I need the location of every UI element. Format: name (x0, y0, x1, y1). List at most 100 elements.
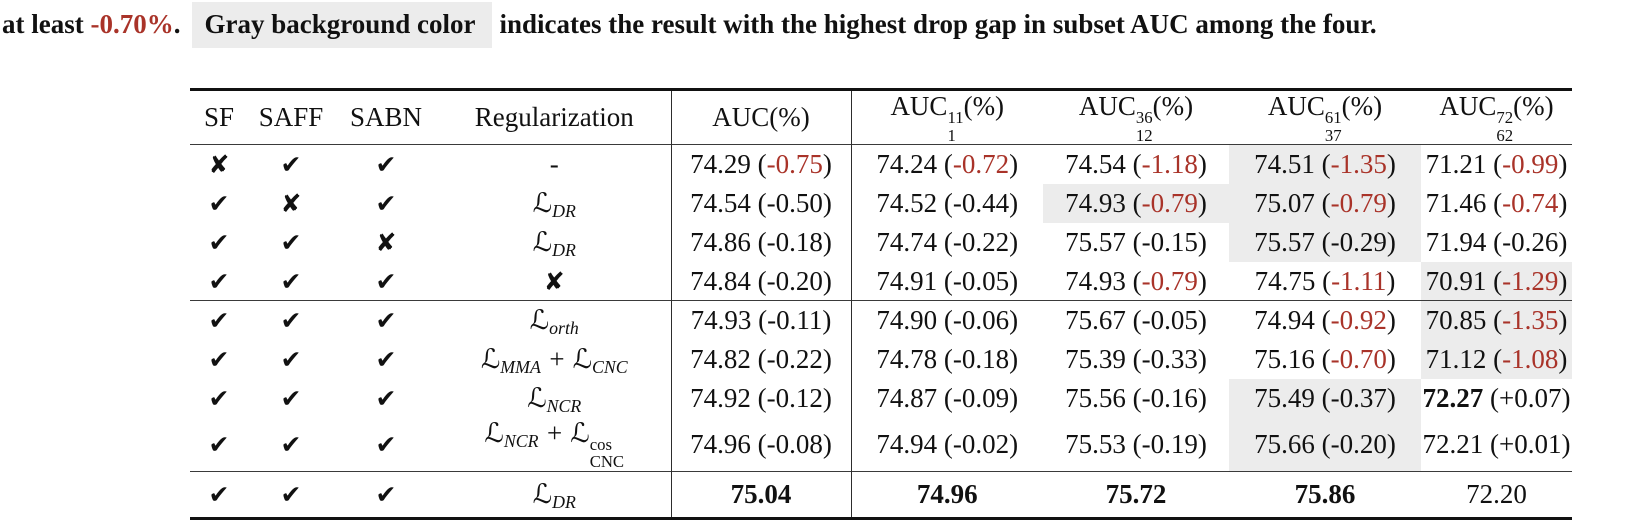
auc-value-cell: 71.46 (-0.74) (1425, 187, 1568, 218)
drop-gap-value: -0.15 (1141, 226, 1198, 257)
regularization-cell: ✘ (438, 262, 671, 301)
check-mark-icon: ✔ (280, 227, 302, 257)
auc-value-cell: 70.91 (-1.29) (1421, 261, 1572, 301)
col-header-auc-12: AUC 36 12 (%) (1078, 91, 1194, 145)
auc-value-cell: 75.07 (-0.79) (1229, 183, 1421, 223)
col-header-auc-1: AUC 11 1 (%) (890, 91, 1005, 145)
auc-value-cell: 74.86 (-0.18) (670, 222, 852, 262)
auc-value-cell: 75.86 (1229, 471, 1421, 518)
col-header-regularization: Regularization (474, 102, 634, 133)
script-L-symbol: ℒ (480, 343, 501, 375)
check-mark-icon: ✔ (208, 227, 230, 257)
drop-gap-value: -0.92 (1330, 305, 1387, 336)
saff-mark-cell: ✔ (248, 340, 334, 379)
auc-value: 74.29 (690, 149, 751, 180)
header-range-subscript: 62 (1496, 125, 1514, 145)
auc-value: 74.54 (1065, 149, 1126, 180)
script-L-symbol: ℒ (572, 343, 593, 375)
drop-gap-value: -0.18 (766, 226, 823, 257)
plus-operator: + (540, 343, 573, 374)
loss-subscript: DR (552, 200, 576, 221)
header-range-subscript: 37 (1324, 125, 1342, 145)
cross-mark-icon: ✘ (280, 188, 302, 218)
sabn-mark-cell: ✔ (334, 471, 438, 518)
loss-subscript: orth (549, 318, 579, 339)
auc-value: 75.49 (1254, 382, 1315, 413)
check-mark-icon: ✔ (375, 344, 397, 374)
auc-value-cell: 74.52 (-0.44) (876, 187, 1019, 218)
check-mark-icon: ✔ (280, 344, 302, 374)
auc-value: 72.20 (1466, 478, 1527, 509)
drop-gap-value: -1.11 (1331, 265, 1387, 296)
table-row: ✔ ✔ ✔ ℒNCR 74.92 (-0.12) 74.87 (-0.09) 75.56 (… (190, 378, 1572, 418)
loss-subscript: DR (552, 239, 576, 260)
check-mark-icon: ✔ (208, 188, 230, 218)
auc-value: 72.27 (1422, 382, 1484, 413)
auc-value-cell: 71.94 (-0.26) (1425, 226, 1568, 257)
drop-gap-value: -0.06 (952, 305, 1010, 336)
auc-value: 74.78 (876, 343, 938, 374)
saff-mark-cell: ✔ (248, 145, 334, 184)
auc-value: 75.67 (1065, 305, 1126, 336)
auc-value-cell: 75.72 (1043, 471, 1229, 518)
auc-value: 71.94 (1425, 226, 1487, 257)
auc-value: 70.85 (1425, 305, 1487, 336)
loss-subscript: NCR (546, 395, 582, 416)
drop-gap-value: -0.72 (952, 149, 1010, 180)
drop-gap-value: +0.01 (1499, 428, 1562, 459)
loss-superscript: cos (589, 434, 612, 454)
sabn-mark-cell: ✔ (334, 418, 438, 471)
drop-gap-value: -0.33 (1141, 343, 1198, 374)
saff-mark-cell: ✔ (248, 379, 334, 418)
auc-value: 74.86 (690, 226, 751, 257)
cross-mark-icon: ✘ (208, 150, 230, 180)
drop-gap-value: -0.99 (1502, 149, 1559, 180)
header-range-supsub: 36 12 (1136, 109, 1153, 144)
auc-value-cell: 75.66 (-0.20) (1229, 417, 1421, 472)
drop-gap-value: -0.37 (1330, 382, 1387, 413)
saff-mark-cell: ✔ (248, 262, 334, 301)
header-range-supsub: 11 1 (947, 109, 963, 144)
auc-value: 74.96 (690, 428, 751, 459)
table-row: ✔ ✔ ✔ ✘ 74.84 (-0.20) 74.91 (-0.05) 74.93 (-0.… (190, 261, 1572, 301)
check-mark-icon: ✔ (375, 266, 397, 296)
auc-value: 74.93 (1065, 265, 1126, 296)
col-header-sabn: SABN (349, 102, 423, 133)
auc-value: 70.91 (1425, 265, 1487, 296)
auc-value: 74.24 (876, 149, 938, 180)
auc-value: 75.66 (1254, 428, 1315, 459)
sabn-mark-cell: ✔ (334, 340, 438, 379)
check-mark-icon: ✔ (375, 188, 397, 218)
auc-value: 74.52 (876, 187, 938, 218)
auc-value: 72.21 (1422, 428, 1484, 459)
check-mark-icon: ✔ (208, 479, 230, 509)
sf-mark-cell: ✔ (190, 301, 248, 340)
auc-value-cell: 74.93 (-0.11) (670, 300, 852, 340)
drop-gap-value: +0.07 (1499, 382, 1562, 413)
auc-value-cell: 72.21 (+0.01) (1422, 428, 1571, 459)
auc-value: 75.07 (1254, 187, 1315, 218)
check-mark-icon: ✔ (375, 429, 397, 459)
auc-value-cell: 74.94 (-0.92) (1254, 305, 1396, 336)
drop-gap-value: -0.09 (952, 382, 1010, 413)
cross-mark-icon: ✘ (543, 266, 565, 296)
script-L-symbol: ℒ (570, 417, 590, 449)
col-header-auc-62: AUC 72 62 (%) (1439, 91, 1554, 145)
auc-value-cell: 75.49 (-0.37) (1229, 378, 1421, 418)
table-header: SF SAFF SABN Regularization AUC(%) AUC 11 1 (%) A… (190, 89, 1572, 145)
auc-value-cell: 72.27 (+0.07) (1422, 382, 1571, 413)
col-header-saff: SAFF (258, 102, 324, 133)
auc-value: 75.86 (1294, 478, 1356, 509)
header-range-supsub: 72 62 (1496, 109, 1513, 144)
loss-subscript: CNC (589, 452, 625, 472)
auc-value-cell: 75.53 (-0.19) (1065, 428, 1207, 459)
check-mark-icon: ✔ (280, 266, 302, 296)
auc-value: 75.72 (1105, 478, 1167, 509)
auc-value-cell: 74.93 (-0.79) (1043, 183, 1229, 223)
sabn-mark-cell: ✔ (334, 145, 438, 184)
sf-mark-cell: ✔ (190, 262, 248, 301)
auc-value-cell: 74.96 (-0.08) (670, 417, 852, 472)
script-L-symbol: ℒ (532, 478, 553, 510)
drop-gap-value: -0.22 (766, 343, 823, 374)
